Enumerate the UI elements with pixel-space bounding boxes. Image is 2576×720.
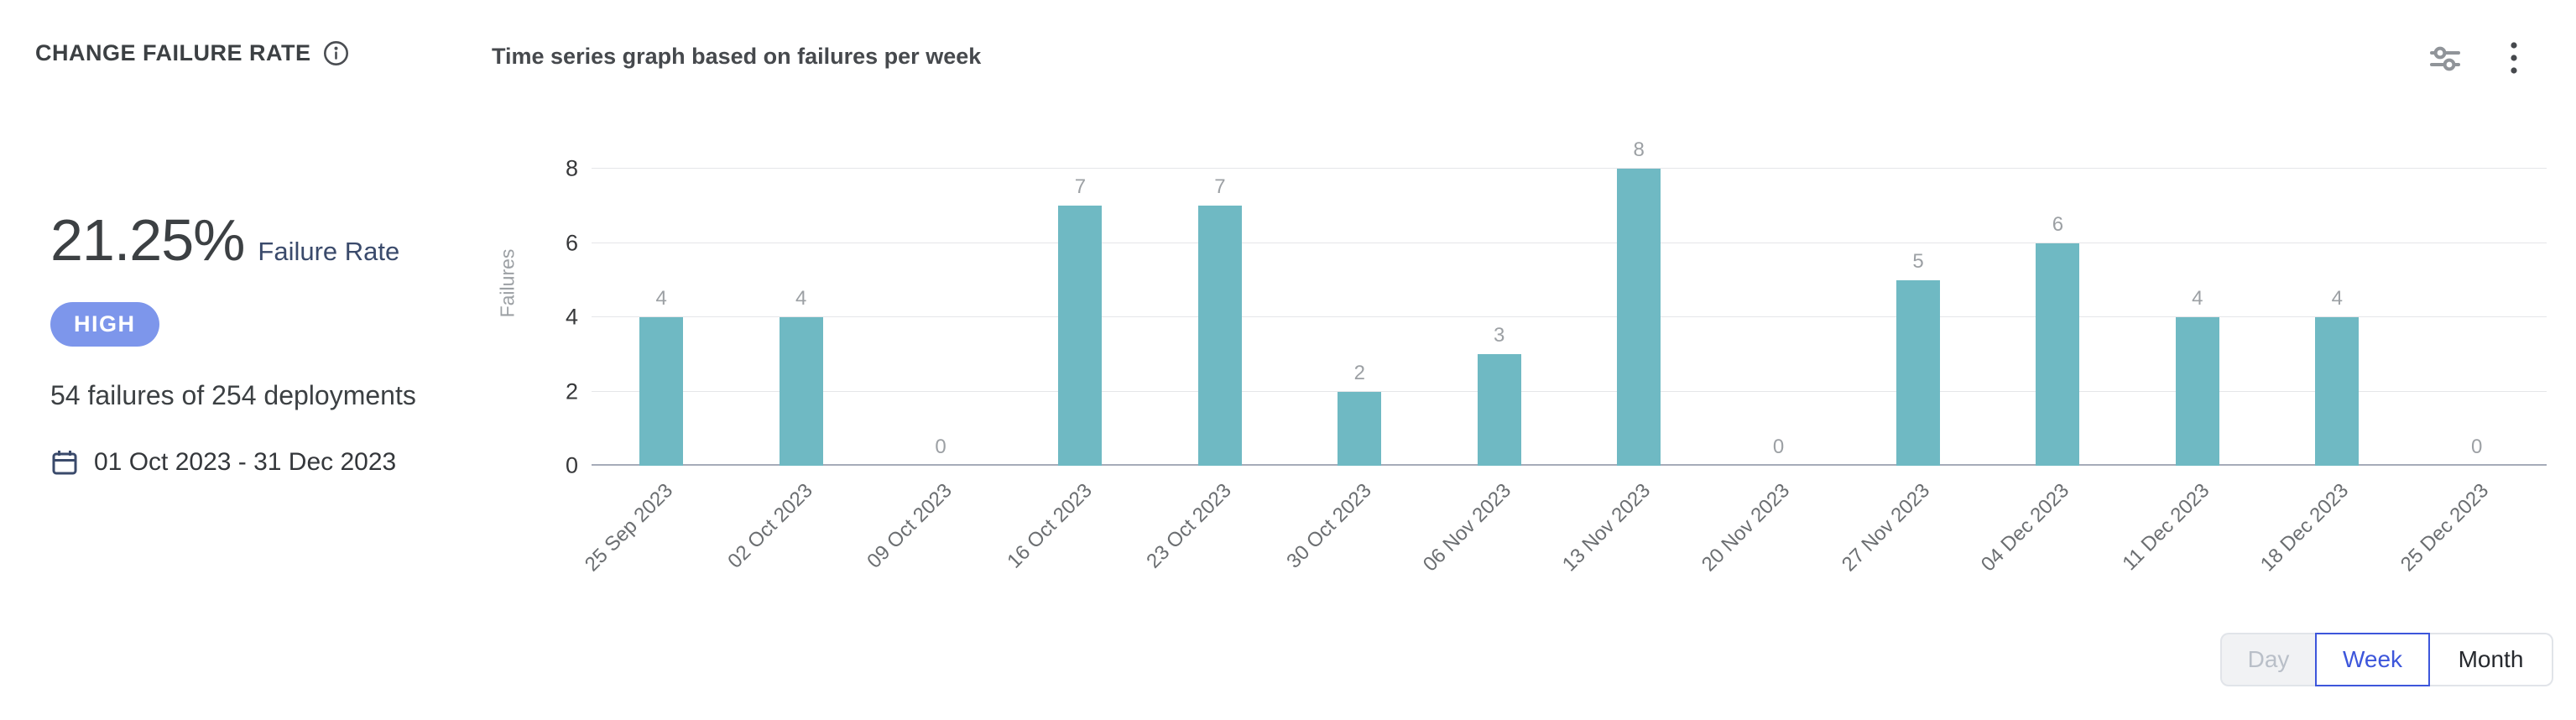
bar[interactable]: [1617, 169, 1661, 466]
status-badge: HIGH: [50, 302, 159, 347]
bar-value-label: 4: [2192, 287, 2203, 310]
y-axis-title: Failures: [496, 248, 519, 318]
x-tick-label: 09 Oct 2023: [863, 479, 957, 573]
bar[interactable]: [1338, 391, 1382, 466]
bar[interactable]: [1058, 206, 1103, 466]
y-tick-label: 0: [565, 452, 578, 478]
bar-value-label: 7: [1074, 175, 1087, 199]
x-tick-label: 27 Nov 2023: [1837, 479, 1935, 577]
bar-value-label: 3: [1494, 324, 1505, 347]
x-tick-label: 13 Nov 2023: [1557, 479, 1656, 577]
bar-value-label: 4: [655, 287, 667, 310]
bar-slot: 4 02 Oct 2023: [723, 169, 870, 573]
bar-slot: 0 20 Nov 2023: [1697, 169, 1848, 577]
info-icon[interactable]: [323, 40, 349, 66]
x-tick-label: 04 Dec 2023: [1977, 479, 2074, 577]
bar-chart: Failures 0 2 4 6 8 4 25 Sep 2023 4 02 Oct 2023 0…: [497, 140, 2547, 577]
failure-rate-value: 21.25%: [50, 207, 245, 273]
bar-slot: 0 25 Dec 2023: [2396, 169, 2546, 577]
kebab-menu-icon[interactable]: [2506, 37, 2522, 81]
bar-slot: 8 13 Nov 2023: [1558, 140, 1708, 576]
bar-slot: 4 11 Dec 2023: [2118, 169, 2267, 575]
bar-value-label: 2: [1353, 361, 1365, 384]
failure-rate-label: Failure Rate: [258, 237, 400, 266]
bar-slot: 7 16 Oct 2023: [1003, 169, 1150, 573]
bar[interactable]: [639, 317, 684, 466]
bar[interactable]: [1896, 279, 1940, 466]
x-tick-label: 18 Dec 2023: [2256, 479, 2354, 577]
gridline: [592, 390, 2547, 392]
bar-value-label: 0: [1772, 436, 1785, 458]
x-tick-label: 25 Dec 2023: [2396, 479, 2493, 577]
page-title: CHANGE FAILURE RATE: [35, 40, 311, 65]
failures-summary: 54 failures of 254 deployments: [50, 380, 416, 410]
header-actions: [2425, 37, 2522, 81]
bar-slot: 5 27 Nov 2023: [1838, 169, 1988, 576]
bar-slot: 4 18 Dec 2023: [2256, 169, 2407, 576]
x-tick-label: 02 Oct 2023: [723, 479, 817, 573]
bar-value-label: 4: [2331, 287, 2343, 310]
y-axis: 0 2 4 6 8: [528, 157, 578, 477]
x-tick-label: 11 Dec 2023: [2117, 479, 2214, 576]
y-tick-label: 4: [565, 304, 578, 330]
bar-value-label: 4: [795, 287, 807, 310]
gridline: [592, 168, 2547, 169]
x-tick-label: 06 Nov 2023: [1418, 479, 1515, 577]
bar-slot: 7 23 Oct 2023: [1142, 169, 1290, 573]
toggle-month[interactable]: Month: [2430, 633, 2553, 686]
bar-value-label: 7: [1214, 175, 1226, 199]
stats-panel: 21.25% Failure Rate HIGH 54 failures of …: [50, 206, 478, 477]
bar-value-label: 5: [1912, 249, 1924, 273]
bar[interactable]: [2036, 243, 2080, 466]
bar-slot: 3 06 Nov 2023: [1419, 169, 1569, 576]
x-tick-label: 16 Oct 2023: [1003, 479, 1097, 573]
x-tick-label: 23 Oct 2023: [1142, 479, 1236, 573]
bar-slot: 2 30 Oct 2023: [1282, 169, 1429, 573]
granularity-toggle: Day Week Month: [2220, 633, 2553, 686]
bar-slot: 6 04 Dec 2023: [1977, 169, 2127, 576]
sliders-icon[interactable]: [2425, 39, 2465, 79]
date-range-value: 01 Oct 2023 - 31 Dec 2023: [94, 448, 397, 476]
bars-area: 4 25 Sep 2023 4 02 Oct 2023 0 09 Oct 2023 7 16 …: [581, 140, 2547, 577]
bar[interactable]: [2315, 317, 2360, 466]
bar[interactable]: [1197, 206, 1242, 466]
x-tick-label: 30 Oct 2023: [1281, 479, 1376, 573]
date-range-row: 01 Oct 2023 - 31 Dec 2023: [50, 448, 478, 477]
gridline: [592, 316, 2547, 317]
bar-slot: 0 09 Oct 2023: [863, 169, 1010, 573]
gridline: [592, 464, 2547, 466]
toggle-day[interactable]: Day: [2220, 633, 2315, 686]
calendar-icon: [50, 448, 79, 477]
widget-header: CHANGE FAILURE RATE: [35, 40, 349, 66]
y-tick-label: 2: [565, 378, 578, 404]
bar[interactable]: [1477, 354, 1521, 466]
bar-value-label: 6: [2052, 212, 2064, 236]
bar-slot: 4 25 Sep 2023: [581, 169, 731, 576]
y-tick-label: 8: [565, 155, 578, 181]
chart-subtitle: Time series graph based on failures per …: [492, 44, 982, 69]
x-tick-label: 20 Nov 2023: [1697, 479, 1795, 577]
bar-value-label: 0: [935, 436, 946, 458]
bar[interactable]: [2175, 317, 2219, 466]
bar-value-label: 0: [2471, 436, 2483, 458]
bar-value-label: 8: [1633, 138, 1645, 161]
x-tick-label: 25 Sep 2023: [580, 479, 678, 577]
toggle-week[interactable]: Week: [2315, 633, 2430, 686]
y-tick-label: 6: [565, 230, 578, 255]
bar[interactable]: [779, 317, 823, 466]
